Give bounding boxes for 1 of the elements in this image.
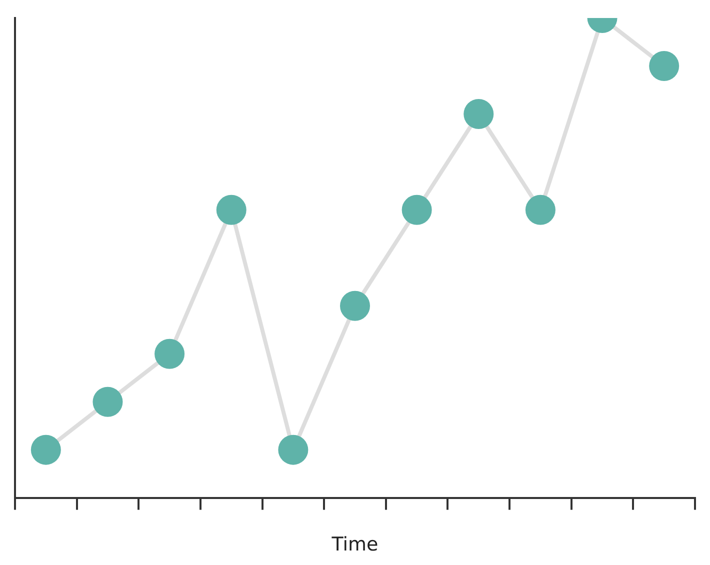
x-axis-title: Time (330, 534, 378, 556)
